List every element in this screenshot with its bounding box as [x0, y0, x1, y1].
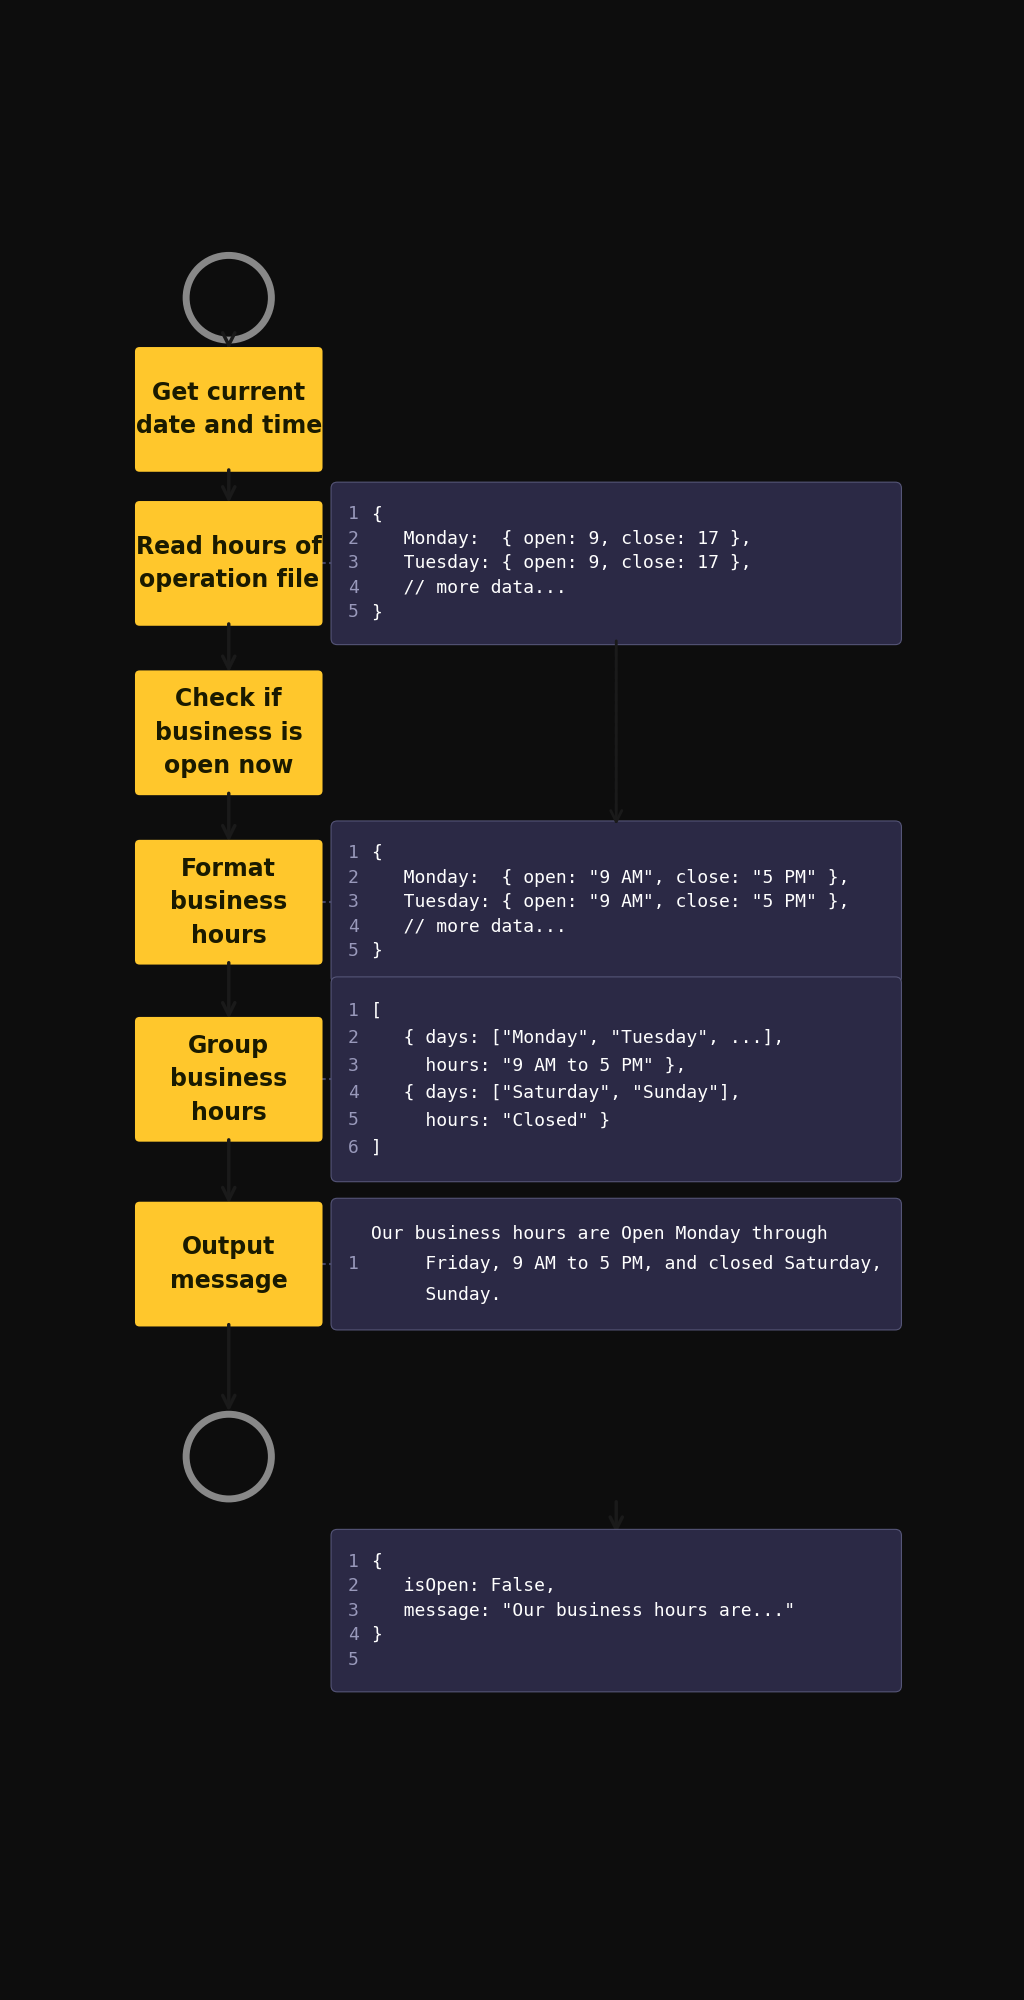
- Text: { days: ["Monday", "Tuesday", ...],: { days: ["Monday", "Tuesday", ...],: [372, 1030, 784, 1048]
- FancyBboxPatch shape: [135, 1202, 323, 1326]
- Text: 5: 5: [348, 1650, 359, 1668]
- Text: 6: 6: [348, 1138, 359, 1156]
- Text: }: }: [372, 604, 382, 622]
- Text: 1: 1: [348, 1256, 359, 1274]
- Text: message: "Our business hours are...": message: "Our business hours are...": [372, 1602, 796, 1620]
- Text: }: }: [372, 942, 382, 960]
- Text: 2: 2: [348, 1578, 359, 1596]
- Text: Read hours of
operation file: Read hours of operation file: [136, 534, 322, 592]
- Text: 2: 2: [348, 1030, 359, 1048]
- Text: 3: 3: [348, 554, 359, 572]
- Text: Sunday.: Sunday.: [372, 1286, 502, 1304]
- Text: }: }: [372, 1626, 382, 1644]
- Text: 5: 5: [348, 942, 359, 960]
- Text: 1: 1: [348, 844, 359, 862]
- Text: Group
business
hours: Group business hours: [170, 1034, 288, 1124]
- Text: isOpen: False,: isOpen: False,: [372, 1578, 556, 1596]
- FancyBboxPatch shape: [135, 502, 323, 626]
- FancyBboxPatch shape: [135, 670, 323, 796]
- Text: Check if
business is
open now: Check if business is open now: [155, 688, 303, 778]
- Text: 3: 3: [348, 894, 359, 912]
- Text: Format
business
hours: Format business hours: [170, 856, 288, 948]
- Text: Monday:  { open: 9, close: 17 },: Monday: { open: 9, close: 17 },: [372, 530, 752, 548]
- FancyBboxPatch shape: [135, 1016, 323, 1142]
- FancyBboxPatch shape: [135, 840, 323, 964]
- Text: 4: 4: [348, 1084, 359, 1102]
- Text: 1: 1: [348, 1552, 359, 1570]
- Text: Get current
date and time: Get current date and time: [135, 380, 322, 438]
- Text: ]: ]: [372, 1138, 382, 1156]
- Text: 2: 2: [348, 868, 359, 886]
- Text: // more data...: // more data...: [372, 578, 567, 596]
- Text: 4: 4: [348, 578, 359, 596]
- Text: 3: 3: [348, 1056, 359, 1074]
- Text: Output
message: Output message: [170, 1236, 288, 1292]
- Text: 1: 1: [348, 1002, 359, 1020]
- Text: Tuesday: { open: 9, close: 17 },: Tuesday: { open: 9, close: 17 },: [372, 554, 752, 572]
- FancyBboxPatch shape: [331, 976, 901, 1182]
- Text: {: {: [372, 844, 382, 862]
- FancyBboxPatch shape: [135, 348, 323, 472]
- Text: 3: 3: [348, 1602, 359, 1620]
- FancyBboxPatch shape: [331, 820, 901, 984]
- Text: [: [: [372, 1002, 382, 1020]
- Text: Friday, 9 AM to 5 PM, and closed Saturday,: Friday, 9 AM to 5 PM, and closed Saturda…: [372, 1256, 883, 1274]
- Text: // more data...: // more data...: [372, 918, 567, 936]
- FancyBboxPatch shape: [331, 482, 901, 644]
- Text: 5: 5: [348, 604, 359, 622]
- Text: {: {: [372, 506, 382, 524]
- Text: 2: 2: [348, 530, 359, 548]
- Text: {: {: [372, 1552, 382, 1570]
- Text: Our business hours are Open Monday through: Our business hours are Open Monday throu…: [372, 1224, 828, 1242]
- Text: 4: 4: [348, 918, 359, 936]
- Text: 5: 5: [348, 1112, 359, 1130]
- Text: 1: 1: [348, 506, 359, 524]
- Text: Tuesday: { open: "9 AM", close: "5 PM" },: Tuesday: { open: "9 AM", close: "5 PM" }…: [372, 894, 850, 912]
- Text: hours: "Closed" }: hours: "Closed" }: [372, 1112, 610, 1130]
- FancyBboxPatch shape: [331, 1198, 901, 1330]
- Text: { days: ["Saturday", "Sunday"],: { days: ["Saturday", "Sunday"],: [372, 1084, 741, 1102]
- FancyBboxPatch shape: [331, 1530, 901, 1692]
- Text: hours: "9 AM to 5 PM" },: hours: "9 AM to 5 PM" },: [372, 1056, 687, 1074]
- Text: 4: 4: [348, 1626, 359, 1644]
- Text: Monday:  { open: "9 AM", close: "5 PM" },: Monday: { open: "9 AM", close: "5 PM" },: [372, 868, 850, 886]
